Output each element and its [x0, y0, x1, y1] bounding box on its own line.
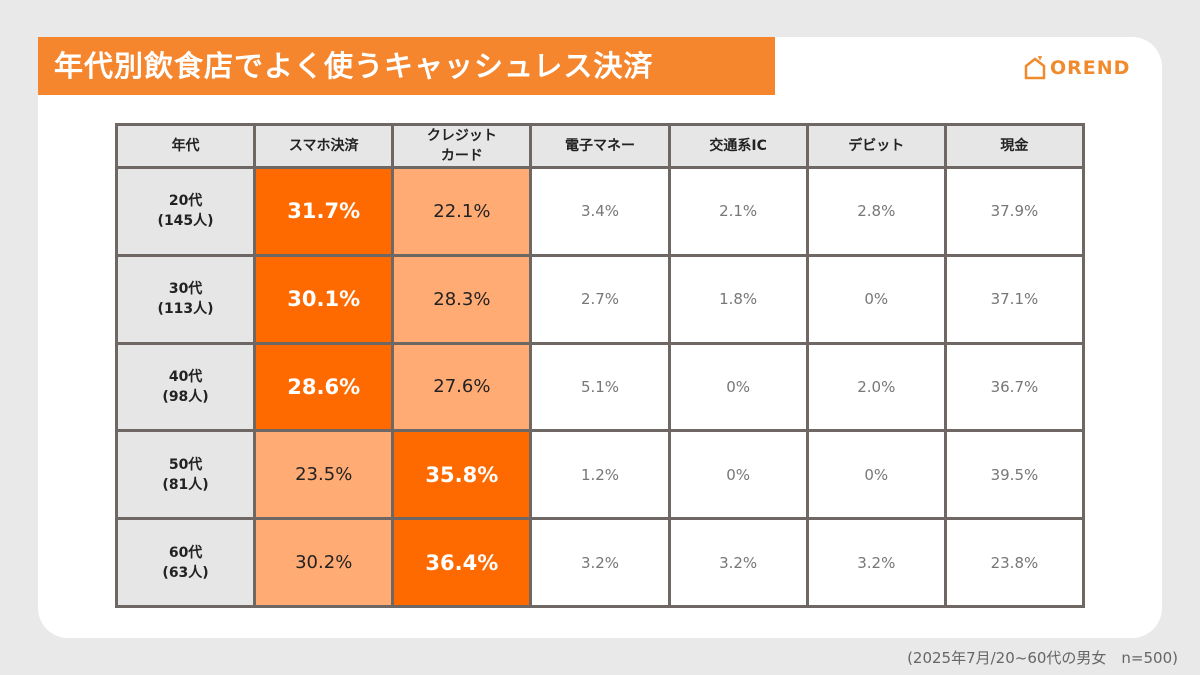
logo: OREND — [1024, 56, 1130, 80]
cell-line: デビット — [848, 138, 905, 154]
table-cell: 2.7% — [529, 253, 671, 345]
column-header: クレジット カード — [391, 123, 533, 169]
cell-line: (63人) — [162, 564, 209, 581]
table-cell: 39.5% — [943, 429, 1086, 521]
table-body: 20代 (145人) 31.7% 22.1% 3.4% 2.1% 2.8% 37.9% 30代 (… — [114, 166, 1086, 608]
column-header: 電子マネー — [529, 123, 671, 169]
table-cell: 2.0% — [805, 341, 947, 433]
cell-line: 30代 — [168, 281, 203, 298]
table-row: 40代 (98人) 28.6% 27.6% 5.1% 0% 2.0% 36.7% — [114, 341, 1086, 433]
table-cell: 2.1% — [667, 166, 809, 257]
table-cell: 3.4% — [529, 166, 671, 257]
logo-text: OREND — [1050, 57, 1131, 79]
table-row: 50代 (81人) 23.5% 35.8% 1.2% 0% 0% 39.5% — [114, 429, 1086, 521]
cell-line: 40代 — [168, 368, 203, 385]
table-cell: 0% — [667, 429, 809, 521]
row-header: 30代 (113人) — [114, 253, 257, 345]
table-cell: 30.2% — [253, 517, 395, 608]
footnote: (2025年7月/20~60代の男女 n=500) — [907, 649, 1178, 667]
column-header: 現金 — [943, 123, 1086, 169]
table-cell: 36.7% — [943, 341, 1086, 433]
table-cell: 37.9% — [943, 166, 1086, 257]
cell-line: スマホ決済 — [288, 138, 359, 154]
table-row: 30代 (113人) 30.1% 28.3% 2.7% 1.8% 0% 37.1% — [114, 253, 1086, 345]
row-header: 60代 (63人) — [114, 517, 257, 608]
cell-line: 現金 — [1000, 138, 1029, 154]
title: 年代別飲食店でよく使うキャッシュレス決済 — [38, 37, 775, 95]
cell-line: 60代 — [168, 544, 203, 561]
column-header: デビット — [805, 123, 947, 169]
table-cell: 35.8% — [391, 429, 533, 521]
table-row: 60代 (63人) 30.2% 36.4% 3.2% 3.2% 3.2% 23.8% — [114, 517, 1086, 608]
row-header: 40代 (98人) — [114, 341, 257, 433]
table-cell: 5.1% — [529, 341, 671, 433]
table-cell: 27.6% — [391, 341, 533, 433]
cell-line: (98人) — [162, 388, 209, 405]
cell-line: (81人) — [162, 476, 209, 493]
cell-line: 50代 — [168, 456, 203, 473]
table-cell: 0% — [805, 253, 947, 345]
table-cell: 0% — [667, 341, 809, 433]
table-cell: 28.6% — [253, 341, 395, 433]
row-header: 50代 (81人) — [114, 429, 257, 521]
cell-line: クレジット — [426, 128, 497, 144]
table-cell: 23.8% — [943, 517, 1086, 608]
cell-line: 20代 — [168, 193, 203, 210]
table-cell: 2.8% — [805, 166, 947, 257]
table-cell: 3.2% — [529, 517, 671, 608]
cell-line: (145人) — [157, 213, 214, 230]
table-cell: 23.5% — [253, 429, 395, 521]
column-header: 交通系IC — [667, 123, 809, 169]
row-header: 20代 (145人) — [114, 166, 257, 257]
table-cell: 22.1% — [391, 166, 533, 257]
column-header: 年代 — [114, 123, 257, 169]
table-cell: 1.2% — [529, 429, 671, 521]
table-cell: 1.8% — [667, 253, 809, 345]
column-header: スマホ決済 — [253, 123, 395, 169]
table-cell: 0% — [805, 429, 947, 521]
table-cell: 3.2% — [667, 517, 809, 608]
table-cell: 28.3% — [391, 253, 533, 345]
header-row: 年代 スマホ決済 クレジットカード 電子マネー 交通系IC デビット 現金 — [114, 123, 1086, 169]
table-cell: 3.2% — [805, 517, 947, 608]
table-cell: 37.1% — [943, 253, 1086, 345]
cell-line: (113人) — [157, 301, 214, 318]
cell-line: カード — [440, 148, 483, 164]
table-cell: 36.4% — [391, 517, 533, 608]
cell-line: 交通系IC — [709, 138, 767, 154]
cell-line: 電子マネー — [564, 138, 635, 154]
table: 年代 スマホ決済 クレジットカード 電子マネー 交通系IC デビット 現金 20代 (145人… — [114, 123, 1086, 608]
logo-icon — [1024, 56, 1046, 80]
table-cell: 30.1% — [253, 253, 395, 345]
table-cell: 31.7% — [253, 166, 395, 257]
cell-line: 年代 — [171, 138, 200, 154]
table-row: 20代 (145人) 31.7% 22.1% 3.4% 2.1% 2.8% 37.9% — [114, 166, 1086, 257]
